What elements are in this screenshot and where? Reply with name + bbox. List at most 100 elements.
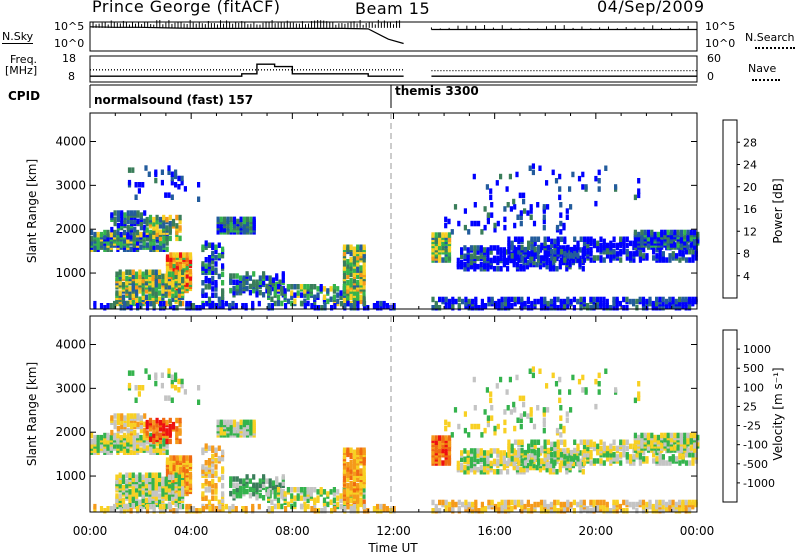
heatmap-cell bbox=[362, 472, 366, 478]
heatmap-cell bbox=[527, 443, 531, 450]
heatmap-cell bbox=[461, 298, 465, 305]
heatmap-cell bbox=[144, 476, 149, 483]
heatmap-cell bbox=[609, 508, 613, 514]
heatmap-cell bbox=[573, 236, 577, 242]
heatmap-cell bbox=[352, 480, 356, 487]
heatmap-cell bbox=[453, 204, 458, 210]
heatmap-cell bbox=[326, 501, 330, 508]
heatmap-cell bbox=[362, 244, 366, 250]
heatmap-cell bbox=[508, 376, 512, 383]
heatmap-cell bbox=[487, 300, 491, 307]
heatmap-cell bbox=[349, 447, 353, 453]
heatmap-cell bbox=[182, 262, 186, 269]
heatmap-cell bbox=[169, 455, 173, 461]
heatmap-cell bbox=[362, 503, 367, 510]
heatmap-cell bbox=[252, 490, 256, 497]
heatmap-cell bbox=[461, 501, 465, 508]
heatmap-cell bbox=[205, 503, 209, 510]
heatmap-cell bbox=[515, 171, 519, 178]
heatmap-cell bbox=[665, 257, 669, 263]
heatmap-cell bbox=[517, 244, 521, 251]
heatmap-cell bbox=[313, 508, 317, 514]
heatmap-cell bbox=[93, 300, 97, 307]
heatmap-cell bbox=[218, 300, 222, 307]
heatmap-cell bbox=[125, 275, 129, 282]
heatmap-cell bbox=[612, 445, 616, 452]
heatmap-cell bbox=[155, 430, 159, 436]
heatmap-cell bbox=[155, 214, 159, 221]
heatmap-cell bbox=[596, 449, 600, 456]
heatmap-cell bbox=[529, 417, 533, 423]
heatmap-cell bbox=[483, 261, 487, 268]
heatmap-cell bbox=[280, 489, 284, 495]
heatmap-cell bbox=[221, 491, 225, 497]
heatmap-cell bbox=[602, 305, 606, 311]
heatmap-cell bbox=[463, 261, 467, 268]
heatmap-cell bbox=[255, 279, 259, 285]
heatmap-cell bbox=[509, 460, 513, 467]
heatmap-cell bbox=[694, 452, 698, 458]
heatmap-cell bbox=[602, 508, 606, 514]
velocity-cbar-tick-label: -25 bbox=[743, 420, 761, 433]
heatmap-cell bbox=[356, 267, 360, 273]
heatmap-cell bbox=[336, 501, 340, 508]
heatmap-cell bbox=[255, 289, 259, 296]
heatmap-cell bbox=[558, 245, 562, 251]
heatmap-cell bbox=[145, 508, 150, 514]
heatmap-cell bbox=[165, 246, 169, 252]
heatmap-cell bbox=[671, 454, 675, 460]
heatmap-cell bbox=[609, 305, 613, 311]
heatmap-cell bbox=[553, 458, 557, 464]
heatmap-cell bbox=[121, 271, 126, 277]
heatmap-cell bbox=[121, 282, 126, 288]
heatmap-cell bbox=[152, 221, 156, 227]
heatmap-cell bbox=[167, 368, 171, 374]
heatmap-cell bbox=[483, 409, 487, 415]
heatmap-cell bbox=[342, 468, 347, 474]
heatmap-cell bbox=[177, 271, 181, 277]
heatmap-cell bbox=[638, 296, 642, 303]
heatmap-cell bbox=[171, 271, 175, 277]
heatmap-cell bbox=[476, 452, 480, 458]
heatmap-cell bbox=[245, 279, 249, 285]
heatmap-cell bbox=[441, 257, 445, 263]
heatmap-cell bbox=[441, 435, 445, 441]
heatmap-cell bbox=[650, 240, 654, 246]
heatmap-cell bbox=[479, 456, 483, 462]
heatmap-cell bbox=[460, 456, 464, 462]
heatmap-cell bbox=[507, 236, 511, 242]
heatmap-cell bbox=[214, 470, 218, 476]
heatmap-cell bbox=[96, 238, 100, 244]
heatmap-cell bbox=[152, 229, 156, 235]
heatmap-cell bbox=[232, 482, 236, 488]
heatmap-cell bbox=[556, 236, 560, 242]
heatmap-cell bbox=[229, 430, 233, 436]
freq-tick-8: 8 bbox=[68, 70, 75, 83]
heatmap-cell bbox=[538, 466, 543, 473]
heatmap-cell bbox=[615, 296, 619, 303]
heatmap-cell bbox=[681, 303, 685, 309]
heatmap-cell bbox=[479, 253, 483, 259]
heatmap-cell bbox=[576, 253, 580, 259]
heatmap-cell bbox=[273, 286, 277, 292]
heatmap-cell bbox=[507, 255, 511, 261]
heatmap-cell bbox=[379, 300, 383, 307]
heatmap-cell bbox=[162, 238, 166, 244]
heatmap-cell bbox=[526, 296, 530, 303]
heatmap-cell bbox=[651, 300, 655, 307]
heatmap-cell bbox=[170, 382, 174, 389]
heatmap-cell bbox=[309, 487, 313, 493]
heatmap-cell bbox=[185, 503, 189, 510]
heatmap-cell bbox=[503, 409, 507, 415]
heatmap-cell bbox=[211, 453, 215, 460]
heatmap-cell bbox=[660, 240, 664, 246]
heatmap-cell bbox=[586, 506, 590, 512]
heatmap-cell bbox=[181, 472, 185, 478]
freq-lines bbox=[90, 63, 697, 77]
heatmap-cell bbox=[201, 483, 205, 489]
heatmap-cell bbox=[145, 445, 150, 451]
heatmap-cell bbox=[125, 269, 129, 275]
heatmap-cell bbox=[519, 263, 523, 270]
heatmap-cell bbox=[633, 445, 637, 451]
heatmap-cell bbox=[625, 236, 629, 242]
